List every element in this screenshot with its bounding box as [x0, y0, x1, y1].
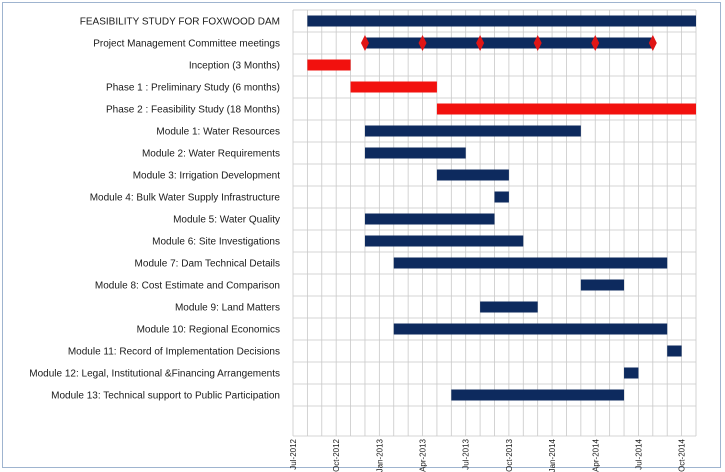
row-label: FEASIBILITY STUDY FOR FOXWOOD DAM — [80, 17, 280, 28]
milestone-marker — [591, 35, 600, 51]
row-label: Phase 2 : Feasibility Study (18 Months) — [106, 105, 280, 116]
row-label: Inception (3 Months) — [189, 61, 280, 72]
row-label: Module 10: Regional Economics — [137, 325, 280, 336]
x-tick-label: Oct-2012 — [332, 438, 341, 471]
gantt-bar — [494, 191, 509, 203]
gantt-bar — [436, 103, 696, 115]
row-label: Module 11: Record of Implementation Deci… — [68, 347, 280, 358]
bars — [307, 15, 696, 401]
row-label: Module 2: Water Requirements — [142, 149, 280, 160]
milestone-marker — [418, 35, 427, 51]
row-label: Module 3: Irrigation Development — [133, 171, 281, 182]
milestone-marker — [476, 35, 485, 51]
gantt-bar — [350, 81, 437, 93]
x-tick-label: Jan-2014 — [548, 438, 557, 472]
gantt-bar — [436, 169, 509, 181]
row-label: Module 9: Land Matters — [175, 303, 280, 314]
row-label: Module 4: Bulk Water Supply Infrastructu… — [90, 193, 281, 204]
row-label: Module 7: Dam Technical Details — [135, 259, 280, 270]
milestone-marker — [360, 35, 369, 51]
gantt-bar — [307, 59, 351, 71]
milestone-marker — [648, 35, 657, 51]
x-tick-label: Oct-2014 — [678, 438, 687, 471]
x-tick-label: Jan-2013 — [375, 438, 384, 472]
gantt-bar — [307, 15, 696, 27]
gantt-bar — [393, 257, 668, 269]
row-label: Module 1: Water Resources — [156, 127, 280, 138]
gantt-bar — [364, 147, 466, 159]
gantt-bar — [451, 389, 625, 401]
x-tick-label: Oct-2013 — [505, 438, 514, 471]
x-tick-label: Jul-2012 — [289, 438, 298, 469]
x-tick-label: Apr-2014 — [591, 438, 600, 471]
row-label: Phase 1 : Preliminary Study (6 months) — [106, 83, 280, 94]
row-label: Module 12: Legal, Institutional &Financi… — [29, 369, 280, 380]
gantt-bar — [364, 213, 495, 225]
x-tick-label: Apr-2013 — [419, 438, 428, 471]
row-label: Module 8: Cost Estimate and Comparison — [95, 281, 280, 292]
x-tick-label: Jul-2013 — [462, 438, 471, 469]
gantt-bar — [480, 301, 538, 313]
gantt-bar — [624, 367, 639, 379]
row-label: Module 5: Water Quality — [173, 215, 280, 226]
gantt-bar — [393, 323, 668, 335]
milestone-marker — [533, 35, 542, 51]
gantt-bar — [364, 37, 653, 49]
gantt-bar — [667, 345, 682, 357]
row-label: Project Management Committee meetings — [93, 39, 280, 50]
gantt-bar — [364, 235, 524, 247]
gantt-bar — [364, 125, 581, 137]
row-label: Module 6: Site Investigations — [152, 237, 280, 248]
gantt-bar — [580, 279, 625, 291]
row-labels: FEASIBILITY STUDY FOR FOXWOOD DAM Project… — [29, 17, 280, 402]
row-label: Module 13: Technical support to Public P… — [51, 391, 280, 402]
x-axis-ticks: Jul-2012 Oct-2012 Jan-2013 Apr-2013 Jul-2013… — [289, 438, 687, 472]
x-tick-label: Jul-2014 — [634, 438, 643, 469]
